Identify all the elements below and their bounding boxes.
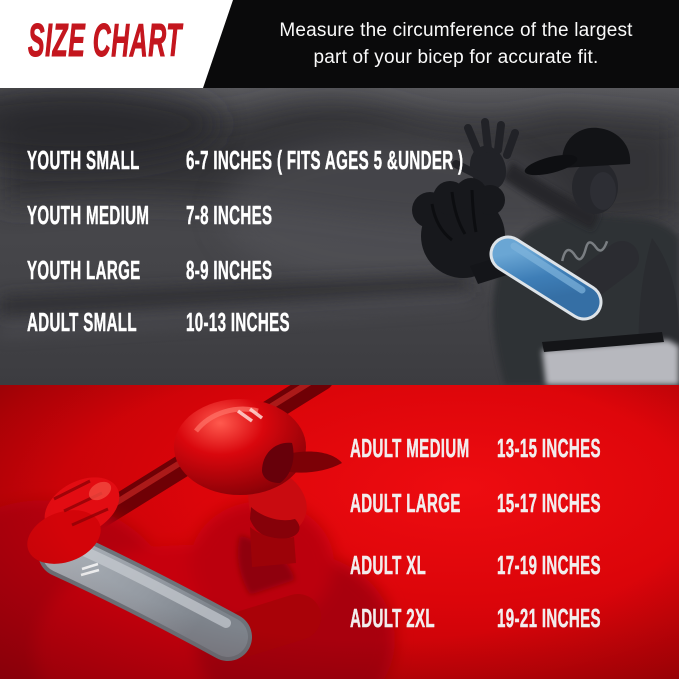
size-row: ADULT LARGE 15-17 INCHES [0,487,679,519]
instruction-line-1: Measure the circumference of the largest [279,20,633,41]
size-value: 7-8 INCHES [186,200,273,231]
open-hand [452,118,519,191]
fence-rail-light [0,294,470,336]
size-row: YOUTH LARGE 8-9 INCHES [0,254,679,286]
size-label: ADULT LARGE [350,488,461,519]
baseball-cap [562,127,631,168]
size-row: ADULT XL 17-19 INCHES [0,549,679,581]
size-value: 13-15 INCHES [497,433,601,464]
size-row: ADULT MEDIUM 13-15 INCHES [0,432,679,464]
size-row: YOUTH MEDIUM 7-8 INCHES [0,199,679,231]
header-dark-panel [203,0,679,88]
fence-rail [0,274,470,318]
adult-sizes-section: ADULT MEDIUM 13-15 INCHES ADULT LARGE 15… [0,385,679,679]
jersey-script [560,240,609,262]
blue-arm-sleeve [489,235,603,321]
measurement-instruction: Measure the circumference of the largest… [233,0,679,88]
instruction-line-2: part of your bicep for accurate fit. [313,47,599,68]
size-label: YOUTH LARGE [27,255,141,286]
size-row: YOUTH SMALL 6-7 INCHES ( FITS AGES 5 &UN… [0,144,679,176]
page-title: SIZE CHART [28,14,182,66]
size-label: ADULT SMALL [27,307,137,338]
youth-player-silhouette [412,118,679,385]
header: SIZE CHART Measure the circumference of … [0,0,679,88]
size-value: 6-7 INCHES ( FITS AGES 5 &UNDER ) [186,145,464,176]
size-label: ADULT XL [350,550,427,581]
size-row: ADULT 2XL 19-21 INCHES [0,602,679,634]
adult-batter-photo [0,385,679,679]
youth-player-photo [0,88,679,385]
dark-foliage-blob [0,88,220,164]
raised-arm [502,162,600,230]
face-highlight [590,172,616,210]
youth-sizes-section: YOUTH SMALL 6-7 INCHES ( FITS AGES 5 &UN… [0,88,679,385]
size-label: ADULT MEDIUM [350,433,470,464]
size-value: 8-9 INCHES [186,255,273,286]
size-value: 10-13 INCHES [186,307,290,338]
cap-brim [524,154,578,176]
size-label: ADULT 2XL [350,603,435,634]
size-value: 17-19 INCHES [497,550,601,581]
size-label: YOUTH SMALL [27,145,140,176]
baseball-glove [412,178,510,284]
pants [542,340,679,385]
size-row: ADULT SMALL 10-13 INCHES [0,306,679,338]
belt [542,332,664,352]
size-label: YOUTH MEDIUM [27,200,150,231]
size-value: 15-17 INCHES [497,488,601,519]
vignette-overlay [0,385,679,679]
size-value: 19-21 INCHES [497,603,601,634]
